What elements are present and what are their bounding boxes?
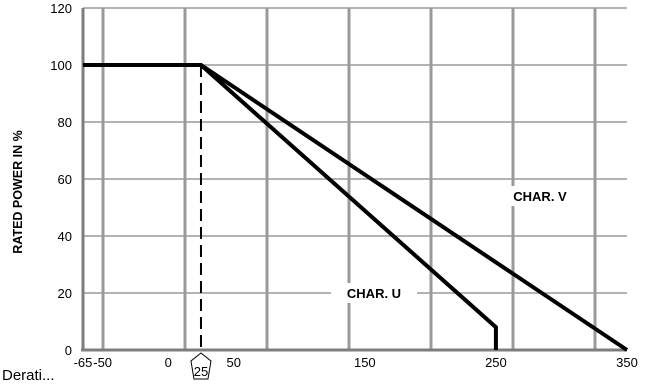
reference-marker-label: 25 [194,364,208,379]
footer-text: Derati... [2,367,55,384]
x-tick-label: -50 [93,355,112,370]
y-tick-label: 100 [50,58,72,73]
y-tick-label: 0 [65,343,72,358]
series-label-char-u: CHAR. U [347,286,401,301]
x-tick-label: -65 [74,355,93,370]
x-tick-label: 250 [485,355,507,370]
series-line-char-u [83,63,498,350]
reference-marker-pentagon [190,352,212,380]
series-lines: 25 CHAR. U CHAR. V [83,63,629,380]
x-tick-label: 0 [165,355,172,370]
y-tick-label: 80 [58,115,72,130]
y-axis-label: RATED POWER IN % [11,130,25,253]
series-label-bg-char-v [497,186,583,206]
series-label-char-v: CHAR. V [513,189,567,204]
x-tick-label: 50 [227,355,241,370]
y-tick-label: 60 [58,172,72,187]
series-label-bg-char-u [331,283,417,303]
y-tick-label: 20 [58,286,72,301]
tick-labels: 0 20 40 60 80 100 120 -65 -50 0 50 150 250 350 [50,1,638,370]
x-tick-label: 350 [616,355,638,370]
series-line-char-v [83,63,629,352]
y-tick-label: 40 [58,229,72,244]
y-tick-label: 120 [50,1,72,16]
x-tick-label: 150 [354,355,376,370]
